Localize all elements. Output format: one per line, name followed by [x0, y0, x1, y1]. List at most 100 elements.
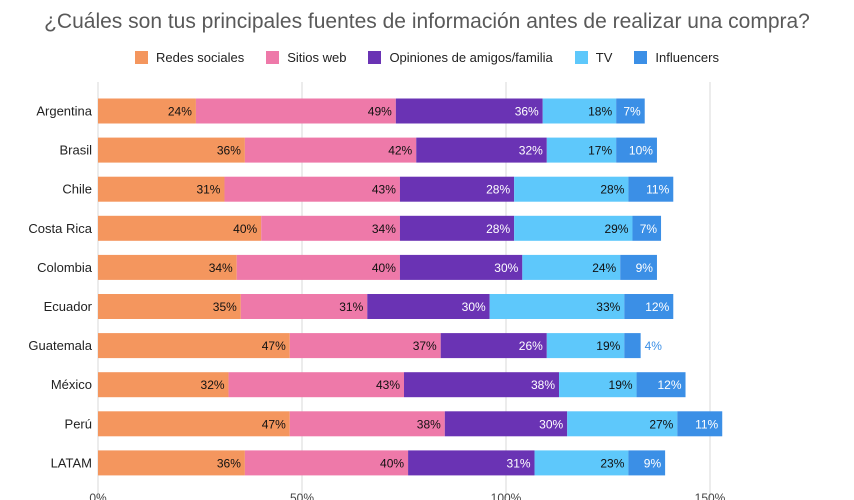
data-label: 31%: [196, 183, 220, 197]
data-label: 9%: [644, 456, 662, 470]
data-label: 40%: [233, 222, 257, 236]
bar-segment: [628, 450, 666, 476]
bar-segment: [98, 176, 225, 202]
bar-segment: [632, 215, 662, 241]
bar-segment: [244, 450, 409, 476]
bar-segment: [616, 98, 645, 124]
data-label: 30%: [539, 417, 563, 431]
legend-swatch: [135, 51, 149, 64]
bar-segment: [240, 294, 368, 319]
data-label: 34%: [209, 261, 233, 275]
bar-segment: [236, 254, 400, 280]
data-label: 40%: [380, 456, 404, 470]
data-label: 32%: [519, 144, 543, 158]
legend: Redes sociales Sitios web Opiniones de ami…: [0, 50, 854, 65]
bar-segment: [399, 254, 523, 280]
bar-segment: [444, 411, 568, 437]
bar-segment: [395, 98, 543, 124]
bar-segment: [616, 137, 657, 163]
legend-label: Opiniones de amigos/familia: [389, 50, 553, 65]
bar-segment: [624, 294, 674, 319]
bar-segment: [98, 215, 262, 241]
data-label: 34%: [372, 222, 396, 236]
category-label: Brasil: [59, 143, 92, 158]
bar-segment: [228, 372, 404, 398]
data-label: 7%: [623, 105, 641, 119]
bar-segment: [98, 333, 290, 359]
x-tick-label: 150%: [695, 491, 726, 500]
legend-item: Redes sociales: [135, 50, 244, 65]
data-label: 10%: [629, 144, 653, 158]
bar-segment: [244, 137, 417, 163]
data-label: 38%: [531, 378, 555, 392]
bar-segment: [224, 176, 400, 202]
bar-segment: [289, 333, 441, 359]
bar-segment: [98, 411, 290, 437]
bar-segment: [408, 450, 535, 476]
bar-segment: [289, 411, 445, 437]
data-label: 49%: [368, 105, 392, 119]
data-label: 37%: [413, 339, 437, 353]
category-label: Costa Rica: [28, 221, 92, 236]
bar-segment: [559, 372, 637, 398]
legend-swatch: [368, 51, 382, 64]
data-label: 30%: [462, 300, 486, 314]
bar-segment: [489, 294, 625, 319]
bar-segment: [567, 411, 678, 437]
bar-segment: [98, 254, 237, 280]
legend-label: TV: [595, 50, 613, 65]
bar-segment: [534, 450, 629, 476]
data-label: 12%: [657, 378, 681, 392]
legend-item: TV: [574, 50, 613, 65]
bar-segment: [367, 294, 490, 319]
data-label: 42%: [388, 144, 412, 158]
bar-segment: [546, 333, 625, 359]
bar-segment: [98, 372, 229, 398]
bar-segment: [399, 176, 515, 202]
bar-segment: [261, 215, 400, 241]
data-label: 47%: [262, 417, 286, 431]
bar-segment: [404, 372, 560, 398]
data-label: 33%: [596, 300, 620, 314]
data-label: 28%: [600, 183, 624, 197]
legend-swatch: [574, 51, 588, 64]
data-label: 17%: [588, 144, 612, 158]
bar-segment: [542, 98, 617, 124]
data-label: 28%: [486, 222, 510, 236]
bar-segment: [636, 372, 686, 398]
data-label: 43%: [372, 183, 396, 197]
bar-segment: [546, 137, 617, 163]
data-label: 47%: [262, 339, 286, 353]
data-label: 9%: [636, 261, 654, 275]
data-label: 24%: [168, 105, 192, 119]
bar-segment: [514, 176, 629, 202]
x-tick-label: 50%: [290, 491, 314, 500]
category-label: Perú: [65, 416, 92, 431]
data-label: 19%: [609, 378, 633, 392]
data-label: 28%: [486, 183, 510, 197]
bar-segment: [522, 254, 621, 280]
bar-segment: [514, 215, 633, 241]
bar-segment: [98, 294, 241, 319]
data-label: 31%: [507, 456, 531, 470]
bar-segment: [628, 176, 674, 202]
bar-segment: [620, 254, 657, 280]
bar-segment: [416, 137, 547, 163]
data-label: 24%: [592, 261, 616, 275]
data-label: 4%: [645, 339, 663, 353]
bar-segment: [677, 411, 723, 437]
bar-segment: [98, 137, 245, 163]
data-label: 31%: [339, 300, 363, 314]
bar-segment: [624, 333, 641, 359]
data-label: 30%: [494, 261, 518, 275]
legend-item: Opiniones de amigos/familia: [368, 50, 553, 65]
data-label: 38%: [417, 417, 441, 431]
chart-title: ¿Cuáles son tus principales fuentes de i…: [44, 10, 810, 33]
data-label: 19%: [596, 339, 620, 353]
category-label: Chile: [62, 182, 92, 197]
data-label: 29%: [604, 222, 628, 236]
legend-label: Redes sociales: [156, 50, 245, 65]
x-tick-label: 100%: [491, 491, 522, 500]
data-label: 36%: [515, 105, 539, 119]
